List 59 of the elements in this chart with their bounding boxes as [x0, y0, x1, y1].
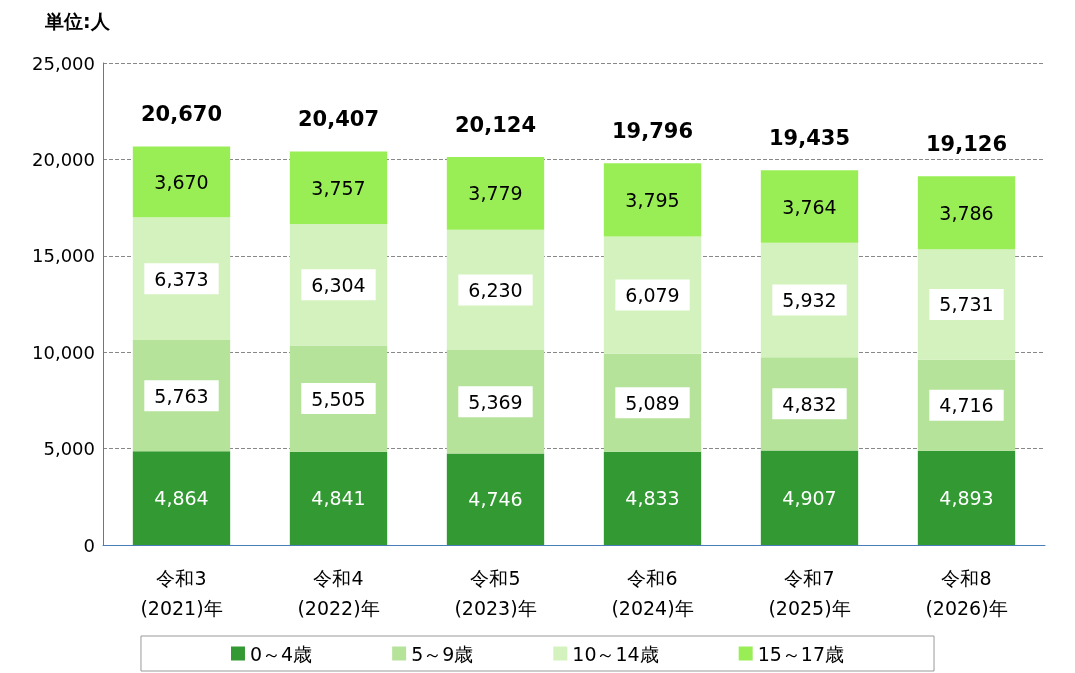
legend-label: 10～14歳: [572, 642, 659, 665]
data-label: 5,763: [154, 384, 209, 407]
data-label: 3,786: [939, 201, 994, 224]
x-tick-label: 令和4 (2022)年: [297, 567, 380, 619]
legend-label: 0～4歳: [249, 642, 313, 665]
data-label: 4,746: [468, 488, 523, 511]
y-tick-label: 20,000: [32, 148, 95, 170]
data-label: 3,757: [311, 176, 366, 199]
bar: [917, 450, 1016, 545]
y-tick-label: 15,000: [32, 245, 95, 267]
y-axis-title: 単位:人: [44, 9, 111, 32]
data-label: 3,779: [468, 182, 523, 205]
data-label: 3,670: [154, 170, 209, 193]
bar: [603, 451, 702, 545]
bar: [289, 151, 388, 224]
data-label: 6,373: [154, 267, 209, 290]
total-label: 19,796: [611, 118, 694, 143]
bar: [446, 453, 545, 545]
data-label: 5,089: [625, 391, 680, 414]
data-label: 6,304: [311, 273, 366, 296]
total-label: 19,126: [925, 131, 1008, 156]
x-tick-label: 令和6 (2024)年: [611, 567, 694, 619]
data-label: 3,795: [625, 188, 680, 211]
data-label: 6,230: [468, 278, 523, 301]
data-label: 5,731: [939, 293, 994, 316]
y-tick-label: 25,000: [32, 52, 95, 74]
data-label: 4,907: [782, 486, 837, 509]
total-label: 20,407: [297, 107, 380, 132]
data-label: 6,079: [625, 284, 680, 307]
y-tick-label: 10,000: [32, 341, 95, 363]
data-label: 4,832: [782, 392, 837, 415]
data-label: 4,864: [154, 487, 209, 510]
bar: [760, 170, 859, 243]
data-label: 5,505: [311, 387, 366, 410]
bar: [132, 146, 231, 218]
data-label: 5,369: [468, 390, 523, 413]
data-label: 4,893: [939, 486, 994, 509]
y-tick-label: 0: [83, 534, 95, 556]
legend-label: 15～17歳: [757, 642, 845, 665]
data-label: 3,764: [782, 195, 837, 218]
x-tick-label: 令和3 (2021)年: [140, 567, 223, 619]
bar: [132, 451, 231, 545]
total-label: 19,435: [768, 125, 851, 150]
bar: [760, 450, 859, 545]
data-label: 4,716: [939, 394, 994, 417]
bar: [603, 163, 702, 237]
data-label: 4,833: [625, 487, 680, 510]
x-tick-label: 令和8 (2026)年: [925, 567, 1008, 619]
bar: [446, 157, 545, 230]
x-tick-label: 令和5 (2023)年: [454, 567, 537, 619]
bar: [917, 176, 1016, 250]
x-tick-label: 令和7 (2025)年: [768, 567, 851, 619]
data-label: 5,932: [782, 289, 837, 312]
total-label: 20,670: [140, 101, 223, 126]
bar: [289, 451, 388, 545]
legend-label: 5～9歳: [411, 642, 474, 665]
y-tick-label: 5,000: [43, 438, 95, 460]
total-label: 20,124: [454, 112, 537, 137]
data-label: 4,841: [311, 487, 366, 510]
